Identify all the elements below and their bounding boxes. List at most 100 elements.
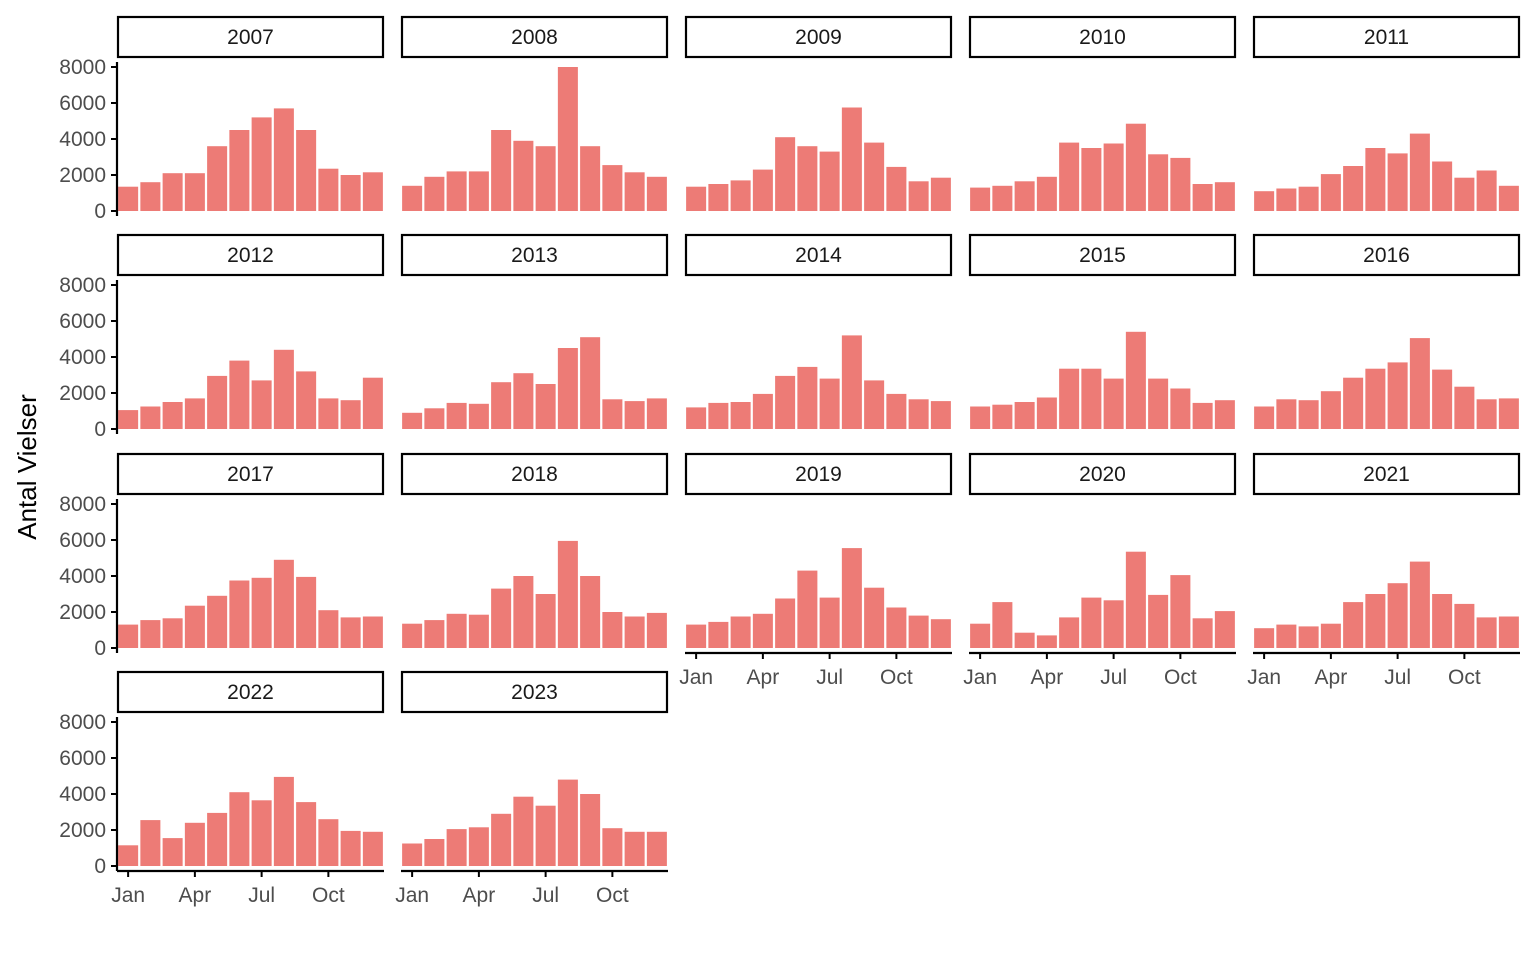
bar-2022-month-3 <box>162 838 183 866</box>
bar-2009-month-8 <box>841 107 862 211</box>
bar-2007-month-8 <box>273 108 294 211</box>
bar-2008-month-3 <box>446 171 467 211</box>
bar-2018-month-5 <box>491 588 512 648</box>
facet-strip-2011 <box>1252 15 1521 59</box>
bar-2011-month-7 <box>1387 153 1408 211</box>
bar-2020-month-3 <box>1014 632 1035 648</box>
bar-2008-month-4 <box>468 171 489 211</box>
y-tick-label: 2000 <box>59 164 106 187</box>
bar-2022-month-5 <box>207 812 228 866</box>
bar-2015-month-12 <box>1214 400 1235 429</box>
bar-2022-month-8 <box>273 776 294 866</box>
facet-strip-label: 2022 <box>227 681 274 704</box>
facet-strip-label: 2013 <box>511 244 558 267</box>
bar-2012-month-1 <box>118 410 139 429</box>
facet-strip-2017 <box>116 452 385 496</box>
bar-2016-month-2 <box>1276 399 1297 429</box>
facet-panel-2014: 2014 <box>684 233 953 429</box>
bar-2010-month-10 <box>1170 157 1191 211</box>
facet-strip-label: 2023 <box>511 681 558 704</box>
bar-2011-month-9 <box>1432 161 1453 211</box>
bar-2009-month-4 <box>752 169 773 211</box>
facet-strip-2014 <box>684 233 953 277</box>
bar-2019-month-5 <box>775 598 796 648</box>
bar-2016-month-6 <box>1365 368 1386 429</box>
bar-2014-month-12 <box>930 401 951 429</box>
y-tick-label: 0 <box>94 855 106 878</box>
facet-panel-2020: 2020 Jan Apr Jul Oct <box>963 452 1237 689</box>
bar-2019-month-7 <box>819 597 840 648</box>
bar-2018-month-9 <box>580 576 601 648</box>
bar-2011-month-3 <box>1298 186 1319 211</box>
facet-strip-label: 2011 <box>1364 26 1409 49</box>
facet-strip-2016 <box>1252 233 1521 277</box>
bar-2013-month-2 <box>424 408 445 429</box>
bar-2018-month-10 <box>602 612 623 648</box>
x-tick-label: Oct <box>880 666 913 689</box>
bar-2014-month-7 <box>819 378 840 429</box>
bar-2015-month-9 <box>1148 378 1169 429</box>
bar-2015-month-4 <box>1036 397 1057 429</box>
bar-2012-month-6 <box>229 360 250 429</box>
bar-2013-month-1 <box>402 412 423 429</box>
facet-strip-2013 <box>400 233 669 277</box>
bar-2009-month-1 <box>686 186 707 211</box>
bar-2010-month-9 <box>1148 154 1169 211</box>
facet-panel-2013: 2013 <box>400 233 669 429</box>
bar-2016-month-5 <box>1343 377 1364 429</box>
bar-2020-month-8 <box>1125 551 1146 648</box>
y-tick-label: 8000 <box>59 493 106 516</box>
bar-2019-month-9 <box>864 587 885 648</box>
x-tick-label: Apr <box>179 884 212 907</box>
bar-2016-month-9 <box>1432 369 1453 429</box>
bar-2021-month-5 <box>1343 602 1364 648</box>
bar-2023-month-12 <box>646 831 667 866</box>
facet-strip-label: 2008 <box>511 26 558 49</box>
y-tick-label: 2000 <box>59 819 106 842</box>
facet-strip-2008 <box>400 15 669 59</box>
facet-strip-label: 2020 <box>1079 463 1126 486</box>
bar-2019-month-2 <box>708 621 729 648</box>
y-tick-label: 6000 <box>59 529 106 552</box>
bar-2023-month-6 <box>513 796 534 866</box>
bar-2009-month-5 <box>775 137 796 211</box>
x-tick-label: Jan <box>679 666 713 689</box>
bar-2008-month-11 <box>624 172 645 211</box>
bar-2014-month-5 <box>775 375 796 429</box>
bar-2013-month-9 <box>580 337 601 429</box>
bar-2013-month-4 <box>468 403 489 429</box>
bar-2021-month-9 <box>1432 594 1453 648</box>
y-tick-label: 4000 <box>59 783 106 806</box>
bar-2008-month-12 <box>646 176 667 211</box>
bar-2020-month-5 <box>1059 617 1080 648</box>
x-tick-label: Jul <box>1384 666 1411 689</box>
bar-2022-month-6 <box>229 792 250 866</box>
facet-strip-label: 2017 <box>227 463 274 486</box>
bar-2010-month-1 <box>970 187 991 211</box>
y-tick-label: 6000 <box>59 310 106 333</box>
facet-strip-2018 <box>400 452 669 496</box>
bar-2021-month-4 <box>1320 623 1341 648</box>
bar-2014-month-9 <box>864 380 885 429</box>
bar-2023-month-11 <box>624 831 645 866</box>
facet-strip-2015 <box>968 233 1237 277</box>
bar-2012-month-5 <box>207 375 228 429</box>
facet-panel-2008: 2008 <box>400 15 669 211</box>
facet-strip-label: 2016 <box>1363 244 1410 267</box>
bar-2020-month-7 <box>1103 600 1124 648</box>
bar-2018-month-2 <box>424 620 445 648</box>
facet-panel-2021: 2021 Jan Apr Jul Oct <box>1247 452 1521 689</box>
bar-2007-month-7 <box>251 117 272 211</box>
bar-2009-month-9 <box>864 142 885 211</box>
bar-2012-month-7 <box>251 380 272 429</box>
bar-2007-month-2 <box>140 182 161 211</box>
bar-2016-month-4 <box>1320 391 1341 429</box>
y-tick-label: 8000 <box>59 56 106 79</box>
x-tick-label: Oct <box>1164 666 1197 689</box>
facet-strip-label: 2019 <box>795 463 842 486</box>
x-tick-label: Jan <box>111 884 145 907</box>
facet-panels: 2007 0 2000 4000 6000 8000 2008 2009 2010 2011 201… <box>59 15 1521 907</box>
bar-2017-month-10 <box>318 610 339 648</box>
facet-panel-2016: 2016 <box>1252 233 1521 429</box>
